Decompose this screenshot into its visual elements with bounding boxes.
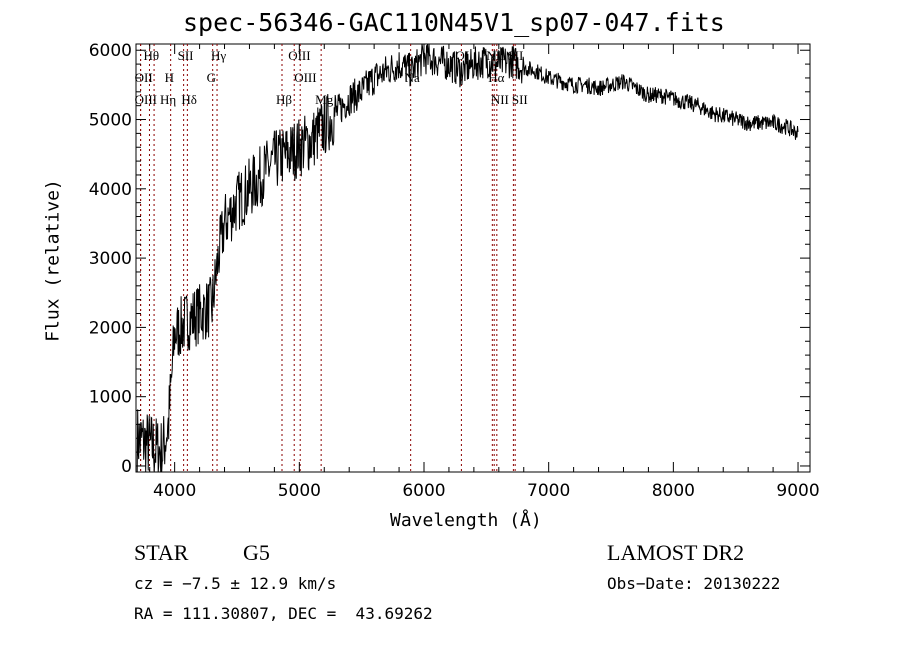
line-label: Hδ (181, 92, 197, 107)
line-label: Hα (488, 70, 504, 85)
x-tick-label: 6000 (402, 481, 445, 501)
x-axis-label: Wavelength (Å) (390, 510, 542, 531)
coordinates-text: RA = 111.30807, DEC = 43.69262 (134, 604, 433, 623)
y-axis-label: Flux (relative) (42, 179, 64, 342)
line-label: SII (178, 48, 194, 63)
line-label: NII (491, 92, 509, 107)
x-tick-label: 5000 (278, 481, 321, 501)
line-label: Hγ (211, 48, 226, 63)
redshift-text: cz = −7.5 ± 12.9 km/s (134, 574, 337, 593)
line-label: SII (512, 92, 528, 107)
line-label: Hβ (276, 92, 292, 107)
line-label: Hθ (143, 48, 159, 63)
y-tick-label: 4000 (89, 180, 132, 200)
x-tick-label: 9000 (776, 481, 819, 501)
survey-label: LAMOST DR2 (607, 540, 745, 565)
x-tick-label: 8000 (652, 481, 695, 501)
y-tick-label: 3000 (89, 249, 132, 269)
line-label: G (207, 70, 216, 85)
y-tick-label: 1000 (89, 388, 132, 408)
x-tick-label: 7000 (527, 481, 570, 501)
x-tick-label: 4000 (153, 481, 196, 501)
line-label: OIII (135, 92, 157, 107)
line-label: OIII (288, 48, 310, 63)
spectrum-line (136, 44, 799, 472)
line-label: H (165, 70, 174, 85)
object-class: STAR (134, 540, 189, 565)
plot-frame (135, 43, 811, 473)
obs-date-text: Obs−Date: 20130222 (607, 574, 781, 593)
y-tick-label: 2000 (89, 318, 132, 338)
chart-title: spec-56346-GAC110N45V1_sp07-047.fits (183, 8, 725, 37)
line-label: OIII (294, 70, 316, 85)
object-subclass: G5 (243, 540, 270, 565)
y-tick-label: 0 (121, 457, 132, 477)
y-tick-label: 5000 (89, 111, 132, 131)
line-label: OII (135, 70, 153, 85)
line-label: Hη (160, 92, 176, 107)
y-tick-label: 6000 (89, 41, 132, 61)
